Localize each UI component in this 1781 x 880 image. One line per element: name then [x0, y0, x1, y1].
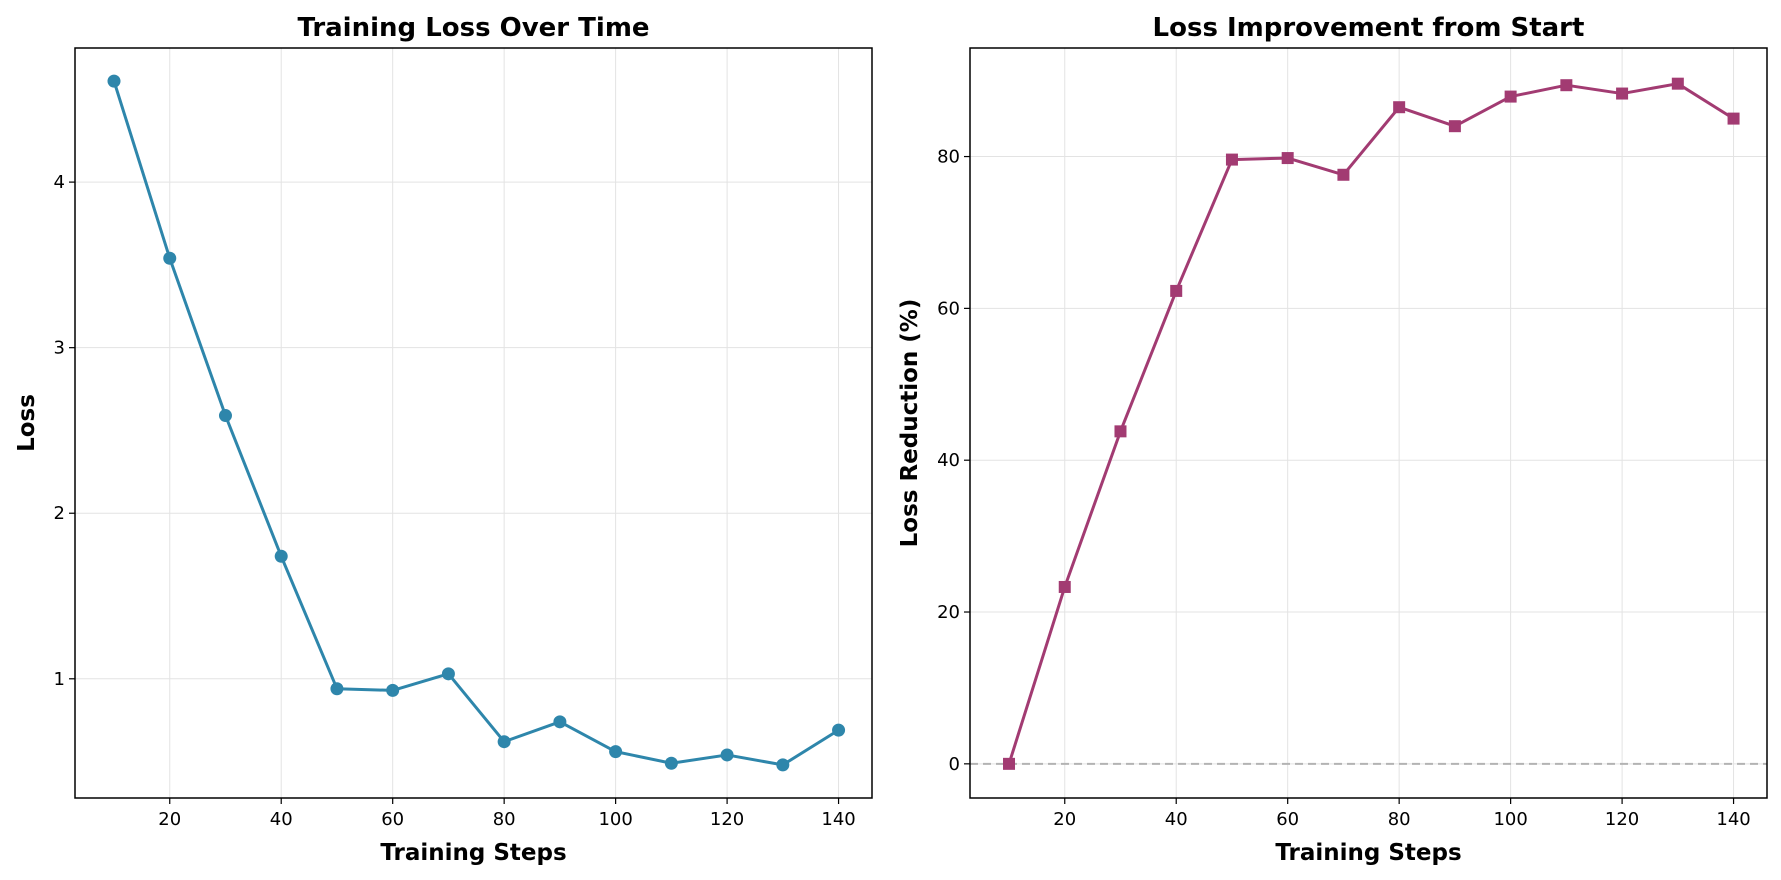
x-axis-label: Training Steps — [1275, 840, 1461, 866]
data-point-marker — [497, 735, 511, 749]
data-point-marker — [609, 745, 623, 759]
data-point-marker — [274, 549, 288, 563]
x-tick-label: 100 — [598, 809, 632, 830]
data-point-marker — [1393, 101, 1406, 114]
data-point-marker — [553, 715, 567, 729]
x-tick-label: 60 — [1276, 809, 1299, 830]
y-axis-label: Loss — [14, 394, 40, 452]
data-point-marker — [107, 74, 121, 88]
data-point-marker — [441, 667, 455, 681]
y-tick-label: 20 — [937, 602, 960, 623]
data-point-marker — [1170, 284, 1183, 297]
loss-chart: 20 40 60 80 100 120 140 1 2 3 4 Training Loss Over … — [14, 13, 873, 866]
data-point-marker — [1448, 120, 1461, 133]
y-tick-label: 0 — [949, 754, 960, 775]
x-tick-label: 140 — [821, 809, 855, 830]
loss-improvement-chart: 20 40 60 80 100 120 140 0 20 40 60 80 Loss Improveme… — [897, 13, 1768, 866]
x-tick-label: 80 — [1388, 809, 1411, 830]
data-point-marker — [330, 682, 344, 696]
x-tick-label: 80 — [493, 809, 516, 830]
y-tick-label: 3 — [54, 338, 65, 359]
data-point-marker — [832, 723, 846, 737]
data-point-marker — [163, 251, 177, 265]
x-tick-label: 140 — [1716, 809, 1750, 830]
data-point-marker — [1281, 152, 1294, 165]
y-tick-label: 80 — [937, 147, 960, 168]
x-tick-label: 40 — [270, 809, 293, 830]
x-tick-label: 120 — [710, 809, 744, 830]
y-tick-label: 2 — [54, 503, 65, 524]
y-tick-label: 4 — [54, 172, 65, 193]
x-tick-label: 20 — [158, 809, 181, 830]
x-tick-label: 40 — [1165, 809, 1188, 830]
y-tick-label: 40 — [937, 450, 960, 471]
data-point-marker — [1671, 77, 1684, 90]
data-point-marker — [1003, 757, 1016, 770]
data-point-marker — [1114, 425, 1127, 438]
series-line — [1007, 82, 1735, 765]
x-tick-label: 20 — [1053, 809, 1076, 830]
data-point-marker — [776, 758, 790, 772]
data-point-marker — [218, 409, 232, 423]
x-tick-label: 100 — [1493, 809, 1527, 830]
data-point-marker — [1225, 153, 1238, 166]
x-tick-label: 60 — [381, 809, 404, 830]
plot-frame — [969, 47, 1768, 799]
x-tick-label: 120 — [1605, 809, 1639, 830]
data-point-marker — [664, 756, 678, 770]
data-point-marker — [1058, 580, 1071, 593]
y-axis-label: Loss Reduction (%) — [897, 299, 923, 548]
series-line — [112, 80, 840, 767]
data-point-marker — [1560, 79, 1573, 92]
data-point-marker — [720, 748, 734, 762]
data-point-marker — [1727, 112, 1740, 125]
chart-title: Training Loss Over Time — [297, 13, 649, 43]
x-axis-label: Training Steps — [380, 840, 566, 866]
y-tick-label: 60 — [937, 298, 960, 319]
y-tick-label: 1 — [54, 669, 65, 690]
data-point-marker — [1504, 90, 1517, 103]
data-point-marker — [1337, 168, 1350, 181]
chart-title: Loss Improvement from Start — [1153, 13, 1585, 43]
data-point-marker — [1616, 87, 1629, 100]
plot-frame — [74, 47, 873, 799]
data-point-marker — [386, 683, 400, 697]
